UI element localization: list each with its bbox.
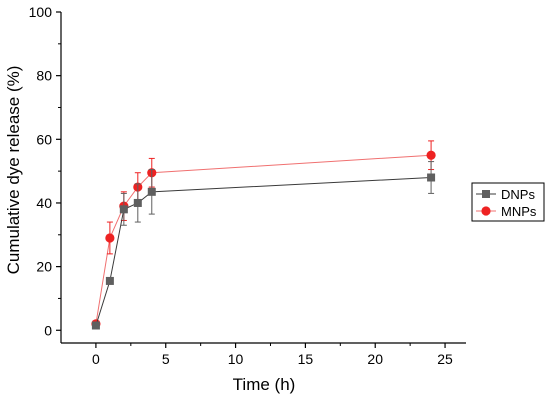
y-tick-label: 80	[36, 68, 52, 84]
legend-marker	[482, 190, 490, 198]
series-dnps	[91, 161, 436, 330]
data-point	[426, 150, 436, 160]
y-tick-label: 0	[44, 322, 52, 338]
axes: 0 20 40 60 80 100 0 5 10 15 20 25	[29, 4, 466, 367]
x-tick-label: 20	[367, 351, 383, 367]
data-point	[105, 233, 115, 243]
y-tick-label: 40	[36, 195, 52, 211]
y-axis-title: Cumulative dye release (%)	[4, 66, 23, 275]
x-tick-label: 0	[92, 351, 100, 367]
data-point	[133, 198, 142, 207]
data-point	[119, 205, 128, 214]
legend-marker	[481, 206, 491, 216]
series-line	[95, 177, 432, 326]
legend-label: MNPs	[501, 204, 537, 219]
series-mnps	[91, 140, 436, 329]
x-tick-label: 5	[162, 351, 170, 367]
x-tick-label: 25	[437, 351, 453, 367]
x-tick-label: 15	[298, 351, 314, 367]
y-tick-label: 60	[36, 131, 52, 147]
legend: DNPs MNPs	[471, 182, 545, 222]
x-axis-title: Time (h)	[233, 375, 296, 394]
data-point	[105, 276, 114, 285]
y-tick-label: 100	[29, 4, 53, 20]
data-point	[91, 321, 100, 330]
data-point	[147, 187, 156, 196]
data-point	[427, 173, 436, 182]
series-layer	[91, 140, 436, 330]
y-tick-label: 20	[36, 259, 52, 275]
x-tick-label: 10	[228, 351, 244, 367]
series-line	[95, 154, 432, 324]
legend-label: DNPs	[501, 187, 535, 202]
